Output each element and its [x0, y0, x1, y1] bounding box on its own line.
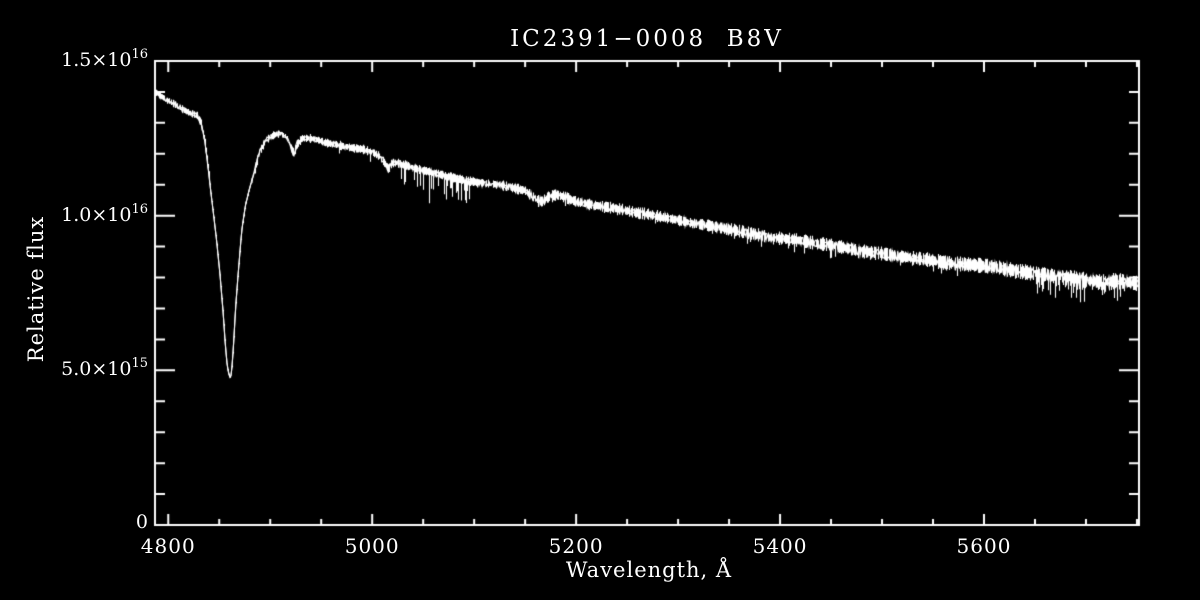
y-tick-label-base: 1.5×10 [61, 49, 132, 71]
x-tick-label: 4800 [140, 534, 196, 558]
x-axis-title: Wavelength, Å [565, 558, 733, 582]
y-tick-label: 5.0×1015 [0, 356, 148, 380]
y-axis-title: Relative flux [24, 215, 48, 363]
y-tick-label-exponent: 16 [131, 47, 148, 62]
x-tick-label: 5600 [956, 534, 1012, 558]
y-tick-label-base: 0 [135, 511, 148, 533]
x-tick-label: 5400 [752, 534, 808, 558]
y-tick-label: 1.5×1016 [0, 47, 148, 71]
y-tick-label-base: 1.0×10 [61, 203, 132, 226]
y-tick-label-exponent: 15 [131, 356, 148, 372]
x-tick-label: 5200 [548, 534, 604, 558]
y-tick-label-exponent: 16 [131, 201, 148, 217]
x-tick-label: 5000 [344, 534, 400, 558]
y-tick-label: 0 [0, 511, 148, 533]
plot-title: IC2391−0008 B8V [510, 26, 784, 52]
y-tick-label-base: 5.0×10 [61, 358, 132, 381]
y-tick-label: 1.0×1016 [0, 202, 148, 226]
